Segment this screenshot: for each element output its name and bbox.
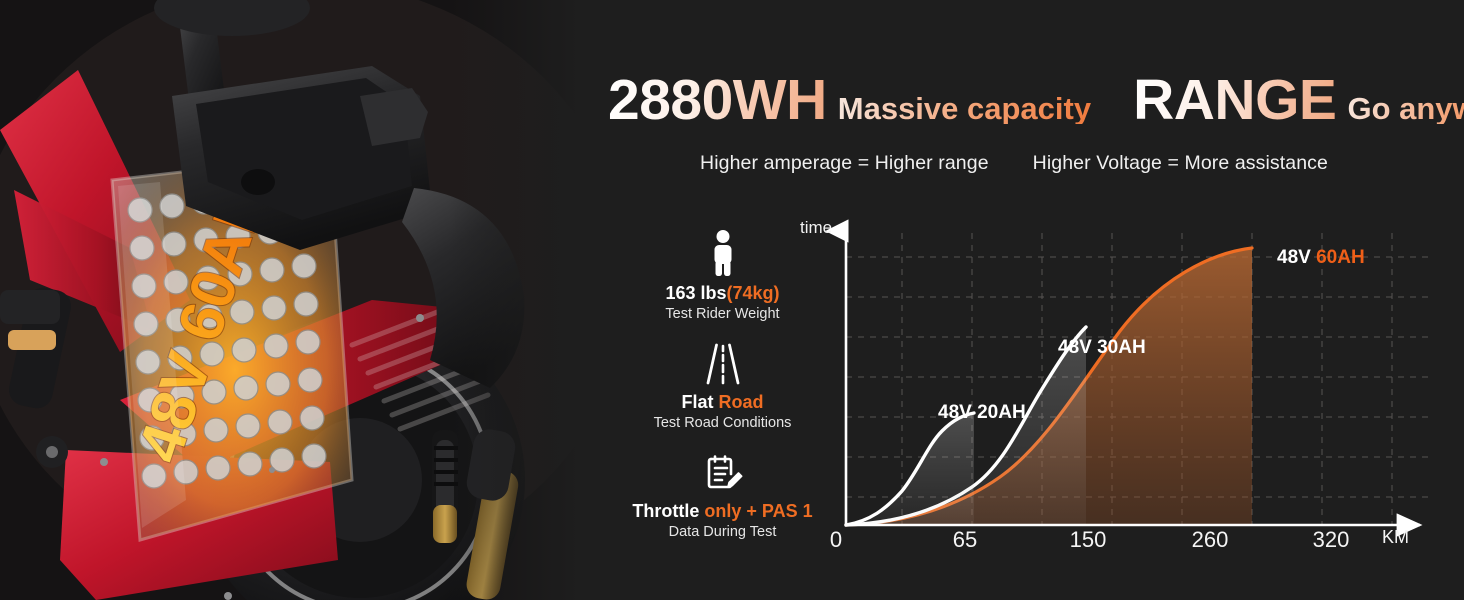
x-axis-label: KM — [1382, 527, 1409, 547]
spec-caption: Test Rider Weight — [665, 305, 780, 322]
spec-caption: Data During Test — [668, 523, 777, 540]
pedal-crank — [0, 287, 72, 468]
series-label-60ah-value: 60AH — [1316, 247, 1365, 268]
spec-caption: Test Road Conditions — [653, 414, 792, 431]
spec-title: Flat Road — [681, 392, 763, 413]
ebike-illustration: 48V 60AH — [0, 0, 600, 600]
series-line-20ah — [844, 411, 976, 527]
x-tick-320: 320 — [1313, 527, 1350, 552]
x-tick-0: 0 — [830, 527, 842, 552]
series-label-30ah-value: 30AH — [1097, 337, 1146, 358]
x-tick-150: 150 — [1070, 527, 1107, 552]
frame-bolts — [100, 314, 424, 600]
series-area-20ah — [846, 413, 974, 525]
series-label-20ah: 48V 20AH — [938, 402, 1026, 423]
y-axis-label: time — [800, 218, 832, 237]
frame-top-tube — [14, 190, 152, 330]
series-label-30ah: 48V 30AH — [1058, 337, 1146, 358]
spec-title-orange: only + PAS 1 — [704, 501, 813, 522]
spec-title-white: 163 lbs — [665, 283, 727, 303]
spec-title-white: Flat — [681, 392, 719, 413]
range-value: RANGE — [1133, 68, 1337, 132]
spec-data-during-test: Throttle only + PAS 1 Data During Test — [620, 446, 825, 541]
capacity-caption: Massive capacity — [837, 91, 1092, 126]
spec-rider-weight: 163 lbs(74kg) Test Rider Weight — [620, 228, 825, 323]
spec-road-conditions: Flat Road Test Road Conditions — [620, 337, 825, 432]
person-icon — [708, 228, 738, 276]
test-conditions-list: 163 lbs(74kg) Test Rider Weight Flat Roa… — [620, 228, 825, 541]
range-caption: Go anywhere — [1347, 93, 1464, 124]
vent-louvers — [349, 308, 491, 432]
chart-svg: time KM 0 65 150 260 320 48V 20AH 48V 30… — [800, 218, 1430, 552]
headline: 2880WH Massive capacity RANGE Go anywher… — [608, 72, 1464, 129]
x-tick-260: 260 — [1192, 527, 1229, 552]
series-area-60ah — [846, 248, 1252, 525]
series-label-20ah-white: 48V — [938, 402, 977, 423]
spec-title: Throttle only + PAS 1 — [632, 501, 812, 522]
spec-title-orange: Road — [718, 392, 764, 413]
spec-title: 163 lbs(74kg) — [665, 283, 779, 304]
range-time-chart: time KM 0 65 150 260 320 48V 20AH 48V 30… — [790, 205, 1450, 555]
controller-box — [172, 66, 432, 250]
tagline-amperage: Higher amperage = Higher range — [700, 152, 989, 174]
capacity-value: 2880WH — [608, 68, 827, 132]
x-tick-65: 65 — [953, 527, 977, 552]
road-icon — [703, 337, 743, 385]
spec-title-white: Throttle — [632, 501, 705, 522]
series-label-30ah-white: 48V — [1058, 337, 1097, 358]
series-label-60ah-white: 48V — [1277, 247, 1316, 268]
series-label-60ah: 48V 60AH — [1277, 247, 1365, 268]
tagline-voltage: Higher Voltage = More assistance — [1032, 152, 1328, 174]
tagline-row: Higher amperage = Higher range Higher Vo… — [608, 152, 1420, 175]
product-photo: 48V 60AH — [0, 0, 600, 600]
series-area-30ah — [846, 327, 1086, 525]
clipboard-pencil-icon — [702, 446, 744, 494]
series-label-20ah-value: 20AH — [977, 402, 1026, 423]
battery-pack: 48V 60AH — [110, 153, 354, 542]
spec-title-orange: (74kg) — [726, 283, 780, 303]
rear-shock — [432, 430, 458, 543]
